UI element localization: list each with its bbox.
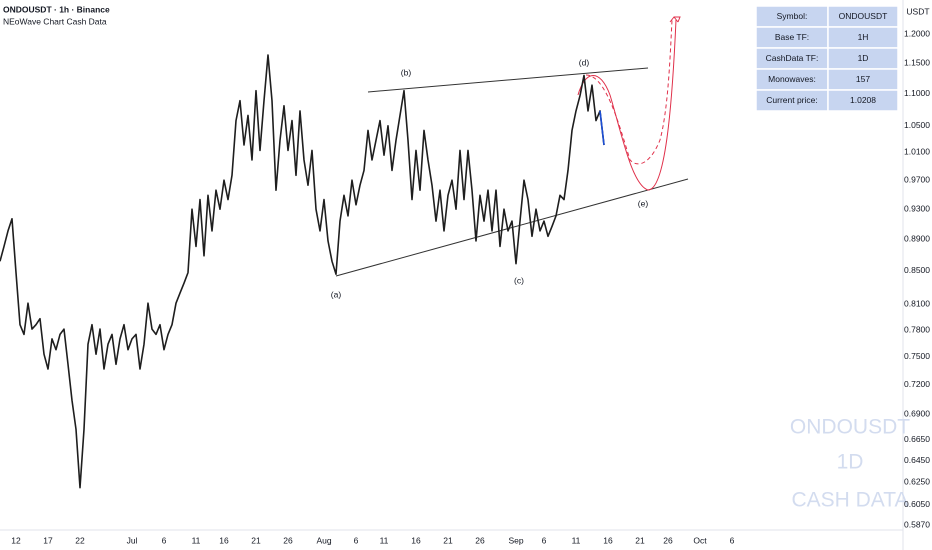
x-tick-label: 6 [354, 535, 359, 545]
x-tick-label: 21 [443, 535, 453, 545]
y-tick-label: 1.0100 [904, 147, 930, 157]
y-tick-label: 0.8100 [904, 298, 930, 308]
x-tick-label: Oct [693, 535, 707, 545]
x-tick-label: 16 [603, 535, 613, 545]
table-text: Monowaves: [768, 74, 816, 84]
y-tick-label: 0.6900 [904, 408, 930, 418]
projection-path-alt [585, 19, 673, 165]
x-tick-label: 16 [219, 535, 229, 545]
x-tick-label: Sep [508, 535, 523, 545]
projection-path [577, 19, 677, 191]
table-text: Base TF: [775, 32, 809, 42]
wave-label: (b) [401, 67, 412, 77]
y-tick-label: 0.6650 [904, 434, 930, 444]
y-tick-label: 0.6450 [904, 455, 930, 465]
table-text: 1H [858, 32, 869, 42]
table-text: ONDOUSDT [839, 11, 888, 21]
table-text: 1.0208 [850, 95, 876, 105]
y-tick-label: 0.8500 [904, 265, 930, 275]
price-line [0, 54, 605, 489]
axis-unit: USDT [906, 6, 929, 16]
x-tick-label: 6 [730, 535, 735, 545]
watermark: 1D [837, 451, 864, 474]
x-tick-label: 26 [283, 535, 293, 545]
table-text: 157 [856, 74, 870, 84]
x-tick-label: 22 [75, 535, 85, 545]
x-tick-label: 6 [542, 535, 547, 545]
wave-label: (c) [514, 275, 524, 285]
x-tick-label: 21 [251, 535, 261, 545]
y-tick-label: 1.1500 [904, 58, 930, 68]
y-tick-label: 0.6250 [904, 476, 930, 486]
info-table: Symbol: ONDOUSDT Base TF: 1H CashData TF: 1D M… [755, 5, 899, 112]
x-tick-label: Jul [127, 535, 138, 545]
y-tick-label: 0.6050 [904, 499, 930, 509]
x-tick-label: 16 [411, 535, 421, 545]
projection-arrow [669, 16, 681, 23]
watermark: ONDOUSDT [790, 416, 910, 439]
y-tick-label: 0.8900 [904, 234, 930, 244]
wave-label: (e) [638, 198, 649, 208]
y-tick-label: 0.9300 [904, 203, 930, 213]
y-tick-label: 0.7200 [904, 379, 930, 389]
trendline [367, 67, 649, 93]
y-tick-label: 0.5870 [904, 520, 930, 530]
table-text: Symbol: [777, 11, 808, 21]
y-tick-label: 1.0500 [904, 120, 930, 130]
x-tick-label: 21 [635, 535, 645, 545]
x-tick-label: 11 [572, 535, 581, 545]
y-tick-label: 1.1000 [904, 88, 930, 98]
y-tick-label: 0.7800 [904, 324, 930, 334]
price-line [599, 110, 605, 146]
table-text: 1D [858, 53, 869, 63]
table-text: CashData TF: [766, 53, 819, 63]
wave-label: (d) [579, 57, 590, 67]
wave-label: (a) [331, 289, 342, 299]
table-cell [827, 89, 899, 112]
x-tick-label: 11 [380, 535, 389, 545]
chart-title: ONDOUSDT · 1h · Binance [3, 4, 110, 14]
x-tick-label: 26 [663, 535, 673, 545]
chart-subtitle: NEoWave Chart Cash Data [3, 16, 107, 26]
x-tick-label: 12 [11, 535, 21, 545]
y-tick-label: 0.7500 [904, 351, 930, 361]
table-text: Current price: [766, 95, 818, 105]
watermark: CASH DATA [791, 489, 908, 512]
x-tick-label: 6 [162, 535, 167, 545]
x-tick-label: 26 [475, 535, 485, 545]
x-tick-label: 11 [192, 535, 201, 545]
x-tick-label: Aug [316, 535, 331, 545]
y-tick-label: 1.2000 [904, 28, 930, 38]
x-tick-label: 17 [43, 535, 53, 545]
y-tick-label: 0.9700 [904, 174, 930, 184]
